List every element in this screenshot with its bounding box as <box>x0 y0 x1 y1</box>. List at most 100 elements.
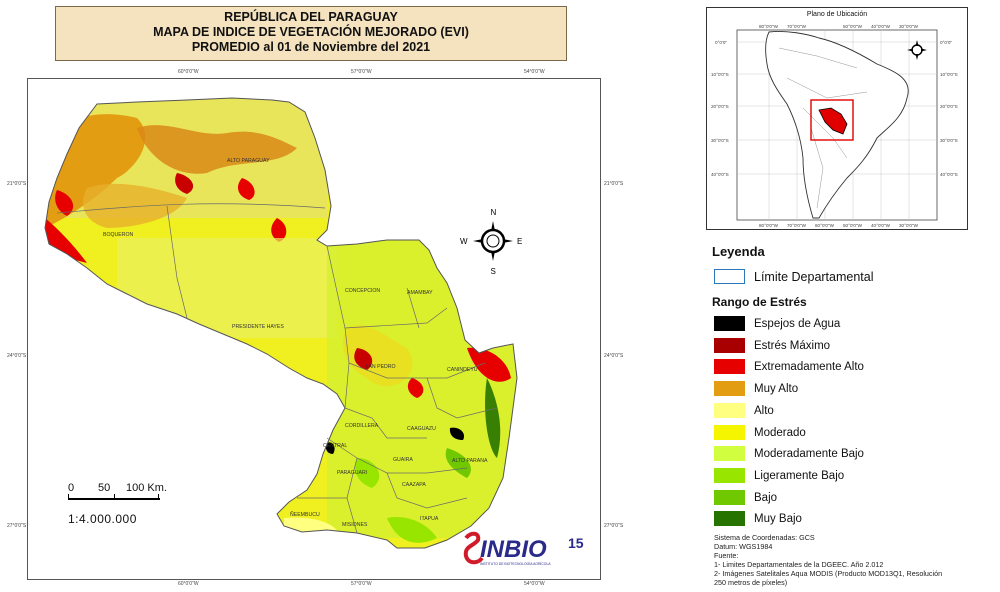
boundary-concepcion-sanpedro <box>344 307 448 329</box>
legend-class-row: Moderado <box>714 424 984 441</box>
legend-class-label: Moderado <box>754 426 806 439</box>
legend-class-swatch <box>714 446 745 462</box>
boundary-caazapa <box>386 472 468 509</box>
dept-label-paraguari: PARAGUARI <box>337 470 367 476</box>
muy-alto-patch-north <box>137 125 297 174</box>
lat-tick-right-2: 24°0'0"S <box>604 353 624 359</box>
extremo-patch-1 <box>55 190 74 216</box>
boundary-boqueron-hayes <box>166 205 188 319</box>
inset-map: 80°0'0"W 70°0'0"W 50°0'0"W 40°0'0"W 30°0… <box>711 24 958 228</box>
legend-class-label: Ligeramente Bajo <box>754 469 845 482</box>
inset-lon-top-2: 70°0'0"W <box>787 24 807 29</box>
inbio-logo-swoosh <box>463 531 484 565</box>
inset-lat-left-1: 0°0'0" <box>715 40 727 45</box>
location-inset: Plano de Ubicación <box>706 7 968 230</box>
legend-class-swatch <box>714 337 745 353</box>
dept-label-neembucu: ÑEEMBUCU <box>290 511 320 518</box>
compass-w-label: W <box>460 237 468 246</box>
compass-s-label: S <box>491 267 496 276</box>
muy-alto-patch-center <box>83 183 187 228</box>
inset-location-box <box>810 99 854 141</box>
map-title-box: REPÚBLICA DEL PARAGUAY MAPA DE INDICE DE… <box>55 6 567 61</box>
scale-label-0: 0 <box>68 482 75 494</box>
title-line-2: MAPA DE INDICE DE VEGETACIÓN MEJORADO (E… <box>153 25 469 39</box>
inbio-logo-15: 15 <box>568 535 584 551</box>
scale-label-100: 100 Km. <box>126 482 167 494</box>
boundary-alto-paraguay-boqueron <box>56 203 326 214</box>
dept-label-alto-parana: ALTO PARANA <box>452 458 488 464</box>
extremo-patch-2 <box>175 173 194 194</box>
note-datum: Datum: WGS1984 <box>714 542 773 551</box>
legend-class-label: Estrés Máximo <box>754 339 831 352</box>
legend-class-label: Bajo <box>754 491 778 504</box>
lon-tick-top-2: 57°0'0"W <box>351 69 372 75</box>
legend-class-label: Muy Alto <box>754 383 799 396</box>
note-source-heading: Fuente: <box>714 551 739 560</box>
lat-tick-right-1: 21°0'0"S <box>604 181 624 187</box>
dept-label-alto-paraguay: ALTO PARAGUAY <box>227 158 270 164</box>
extremo-patch-canindeyu <box>467 347 511 382</box>
dept-label-cordillera: CORDILLERA <box>345 423 379 429</box>
legend-class-row: Moderadamente Bajo <box>714 446 984 462</box>
dept-label-concepcion: CONCEPCION <box>345 288 380 294</box>
scale-label-50: 50 <box>98 482 111 494</box>
legend-class-row: Bajo <box>714 489 984 506</box>
legend-class-swatch <box>714 467 745 483</box>
extremo-patch-6 <box>407 378 424 398</box>
legend-class-row: Muy Alto <box>714 381 984 397</box>
dept-label-canindeyu: CANINDEYU <box>447 367 478 373</box>
inset-lon-top-6: 30°0'0"W <box>899 24 919 29</box>
inset-lat-right-4: 30°0'0"S <box>940 138 958 143</box>
title-line-1: REPÚBLICA DEL PARAGUAY <box>224 10 398 24</box>
legend-class-swatch <box>714 511 745 527</box>
compass-rose-icon: N S E W <box>460 208 522 276</box>
dept-label-boqueron: BOQUERON <box>103 232 134 238</box>
boundary-canindeyu-altoparana <box>426 377 498 419</box>
boundary-concepcion-amambay <box>406 287 420 329</box>
hayes-zone <box>117 238 337 338</box>
inset-lat-left-4: 30°0'0"S <box>711 138 729 143</box>
lon-tick-top-3: 54°0'0"W <box>524 69 545 75</box>
scale-bar-line <box>68 494 160 506</box>
dept-label-central: CENTRAL <box>323 443 347 449</box>
muy-bajo-patch-east <box>485 378 501 458</box>
inset-lat-right-5: 40°0'0"S <box>940 172 958 177</box>
inset-lon-bottom-6: 30°0'0"W <box>899 223 919 228</box>
moderado-patch-east <box>343 325 413 387</box>
extremo-patch-4 <box>271 218 287 242</box>
compass-inner-ring <box>486 234 500 248</box>
note-source-1: 1- Limites Departamentales de la DGEEC. … <box>714 560 884 569</box>
legend-boundary-label: Límite Departamental <box>754 270 874 284</box>
inset-compass-icon <box>907 40 927 60</box>
dept-label-san-pedro: SAN PEDRO <box>365 364 396 370</box>
boundary-sanpedro-south <box>348 362 486 379</box>
legend-boundary-swatch <box>714 269 745 284</box>
inset-lat-right-2: 10°0'0"S <box>940 72 958 77</box>
dept-label-caazapa: CAAZAPA <box>402 482 426 488</box>
legend-class-row: Espejos de Agua <box>714 316 984 332</box>
dept-label-caaguazu: CAAGUAZU <box>407 426 436 432</box>
dept-label-guaira: GUAIRA <box>393 457 413 463</box>
note-source-2-cont: 250 metros de píxeles) <box>714 578 788 587</box>
inset-lat-right-3: 20°0'0"S <box>940 104 958 109</box>
extremo-patch-5 <box>354 348 373 370</box>
legend-class-swatch <box>714 424 745 440</box>
inset-lon-top-1: 80°0'0"W <box>759 24 779 29</box>
department-boundaries <box>56 203 498 534</box>
extremo-patch-3 <box>237 178 255 200</box>
legend: Leyenda Límite Departamental Rango de Es… <box>712 244 992 527</box>
inset-lon-bottom-5: 40°0'0"W <box>871 223 891 228</box>
scale-ratio: 1:4.000.000 <box>68 512 137 526</box>
dept-label-presidente-hayes: PRESIDENTE HAYES <box>232 324 284 330</box>
lat-tick-right-3: 27°0'0"S <box>604 523 624 529</box>
legend-class-swatch <box>714 359 745 375</box>
inset-paraguay <box>818 107 848 135</box>
lat-tick-left-1: 21°0'0"S <box>7 181 27 187</box>
lat-tick-left-3: 27°0'0"S <box>7 523 27 529</box>
boundary-cordillera-caaguazu <box>344 407 427 439</box>
legend-class-swatch <box>714 489 745 505</box>
lon-tick-top-1: 60°0'0"W <box>178 69 199 75</box>
lon-tick-bottom-2: 57°0'0"W <box>351 581 372 587</box>
legend-class-label: Extremadamente Alto <box>754 361 864 374</box>
dept-label-misiones: MISIONES <box>342 522 368 528</box>
